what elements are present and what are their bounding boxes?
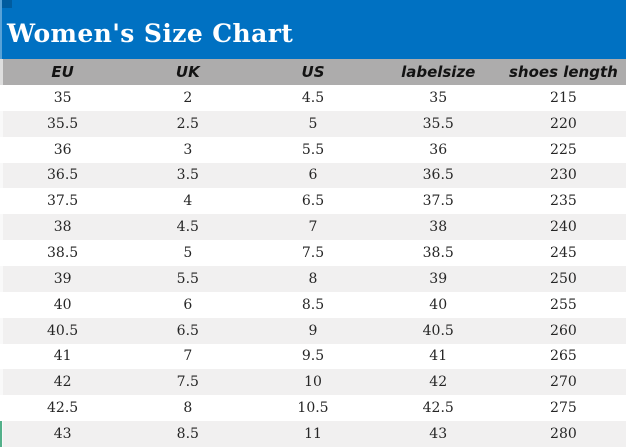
- table-cell: 39: [429, 270, 448, 287]
- table-cell: 35.5: [47, 115, 79, 132]
- table-cell: 6.5: [176, 322, 199, 339]
- table-body: 35 2 4.5 35 215 35.5 2.5 5 35.5 220 36 3 5.5 36 225 36.…: [0, 85, 626, 447]
- table-cell: 5.5: [301, 141, 325, 158]
- table-row: 40.5 6.5 9 40.5 260: [0, 317, 626, 344]
- table-row: 35 2 4.5 35 215: [0, 85, 626, 111]
- table-row: 38.5 5 7.5 38.5 245: [0, 240, 626, 266]
- table-cell: 7: [308, 219, 318, 236]
- table-cell: 7.5: [301, 245, 325, 262]
- table-cell: 6: [183, 296, 193, 313]
- table-cell: 36: [53, 141, 72, 158]
- table-cell: 35.5: [422, 115, 454, 132]
- table-cell: 40: [429, 296, 448, 313]
- table-cell: 3.5: [176, 167, 199, 184]
- table-cell: 43: [429, 426, 448, 443]
- table-row: 41 7 9.5 41 265: [0, 343, 626, 370]
- table-cell: 230: [550, 167, 577, 184]
- table-cell: 10.5: [297, 400, 329, 417]
- table-cell: 240: [550, 219, 577, 236]
- table-cell: 36: [429, 141, 448, 158]
- column-header-shoes-length: shoes length: [509, 63, 618, 81]
- column-header-eu: EU: [51, 63, 74, 81]
- table-cell: 6: [308, 167, 318, 184]
- table-cell: 36.5: [422, 167, 454, 184]
- table-cell: 42.5: [47, 400, 79, 417]
- table-row: 42.5 8 10.5 42.5 275: [0, 395, 626, 422]
- table-cell: 36.5: [47, 167, 79, 184]
- table-row: 43 8.5 11 43 280: [0, 421, 626, 447]
- table-cell: 7: [183, 348, 193, 365]
- table-row: 36 3 5.5 36 225: [0, 136, 626, 163]
- table-cell: 250: [550, 270, 577, 287]
- table-row: 36.5 3.5 6 36.5 230: [0, 162, 626, 189]
- table-row: 39 5.5 8 39 250: [0, 266, 626, 292]
- column-header-labelsize: labelsize: [401, 63, 476, 81]
- table-cell: 220: [550, 115, 577, 132]
- table-cell: 235: [550, 193, 577, 210]
- table-cell: 42.5: [422, 400, 454, 417]
- table-cell: 40.5: [47, 322, 79, 339]
- table-cell: 40.5: [422, 322, 454, 339]
- table-cell: 35: [429, 89, 448, 106]
- table-cell: 9.5: [301, 348, 325, 365]
- table-cell: 41: [53, 348, 72, 365]
- table-cell: 4: [183, 193, 193, 210]
- edge-highlight: [0, 0, 2, 59]
- table-row: 37.5 4 6.5 37.5 235: [0, 188, 626, 215]
- table-cell: 5.5: [176, 270, 199, 287]
- table-cell: 270: [550, 374, 577, 391]
- table-cell: 9: [308, 322, 318, 339]
- table-cell: 260: [550, 322, 577, 339]
- table-cell: 5: [183, 245, 193, 262]
- table-cell: 40: [53, 296, 72, 313]
- table-cell: 39: [53, 270, 72, 287]
- table-cell: 38.5: [422, 245, 454, 262]
- table-row: 42 7.5 10 42 270: [0, 369, 626, 396]
- table-row: 35.5 2.5 5 35.5 220: [0, 110, 626, 137]
- table-cell: 245: [550, 245, 577, 262]
- table-cell: 7.5: [176, 374, 199, 391]
- table-cell: 38: [53, 219, 72, 236]
- table-cell: 43: [53, 426, 72, 443]
- table-cell: 2: [183, 89, 193, 106]
- table-cell: 215: [550, 89, 577, 106]
- table-cell: 38.5: [47, 245, 79, 262]
- table-cell: 275: [550, 400, 577, 417]
- table-cell: 37.5: [47, 193, 79, 210]
- teal-accent-bar: [0, 421, 2, 447]
- table-cell: 11: [304, 426, 322, 443]
- table-row: 38 4.5 7 38 240: [0, 214, 626, 241]
- table-cell: 280: [550, 426, 577, 443]
- page-title: Women's Size Chart: [7, 18, 294, 48]
- column-header-us: US: [301, 63, 325, 81]
- table-cell: 35: [53, 89, 72, 106]
- table-cell: 41: [429, 348, 448, 365]
- table-header-row: EU UK US labelsize shoes length: [0, 59, 626, 85]
- table-cell: 265: [550, 348, 577, 365]
- table-cell: 255: [550, 296, 577, 313]
- table-cell: 6.5: [301, 193, 325, 210]
- table-row: 40 6 8.5 40 255: [0, 291, 626, 318]
- table-cell: 8.5: [301, 296, 325, 313]
- table-cell: 8.5: [176, 426, 199, 443]
- table-cell: 38: [429, 219, 448, 236]
- table-cell: 3: [183, 141, 193, 158]
- table-cell: 37.5: [422, 193, 454, 210]
- table-cell: 42: [429, 374, 448, 391]
- table-cell: 225: [550, 141, 577, 158]
- table-cell: 8: [183, 400, 193, 417]
- table-cell: 42: [53, 374, 72, 391]
- table-cell: 10: [304, 374, 322, 391]
- table-cell: 4.5: [301, 89, 325, 106]
- column-header-uk: UK: [175, 63, 200, 81]
- table-cell: 8: [308, 270, 318, 287]
- table-cell: 2.5: [176, 115, 199, 132]
- title-bar: Women's Size Chart: [0, 0, 626, 59]
- table-cell: 4.5: [176, 219, 199, 236]
- table-cell: 5: [308, 115, 318, 132]
- corner-notch: [2, 0, 12, 8]
